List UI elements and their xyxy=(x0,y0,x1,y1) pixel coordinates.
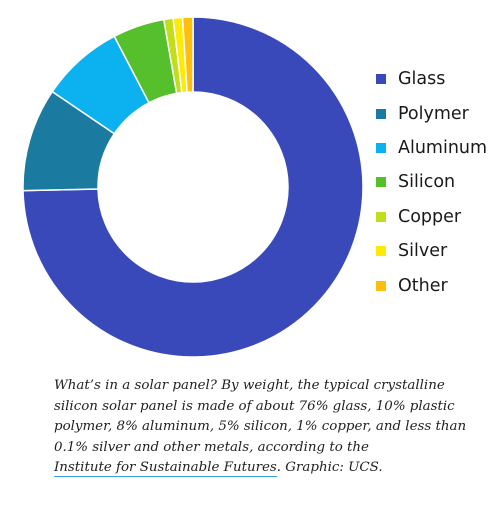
legend-label-polymer: Polymer xyxy=(398,103,469,124)
legend-label-other: Other xyxy=(398,275,448,296)
legend-swatch-copper xyxy=(376,211,386,222)
legend-label-silicon: Silicon xyxy=(398,172,456,193)
caption-line-4: 0.1% silver and other metals, according … xyxy=(54,439,369,455)
legend-swatch-polymer xyxy=(376,108,386,119)
chart-legend: Glass Polymer Aluminum Silicon Copper Silver O… xyxy=(376,62,487,303)
slice-other xyxy=(181,16,194,93)
caption-tail: . Graphic: UCS. xyxy=(276,460,383,476)
legend-swatch-glass xyxy=(376,74,386,85)
legend-swatch-silver xyxy=(376,246,386,257)
source-link[interactable]: Institute for Sustainable Futures xyxy=(54,460,277,478)
legend-item-polymer: Polymer xyxy=(376,96,487,130)
legend-label-silver: Silver xyxy=(398,241,448,262)
legend-label-aluminum: Aluminum xyxy=(398,137,488,158)
legend-label-copper: Copper xyxy=(398,206,462,227)
donut-chart xyxy=(22,16,364,358)
caption-line-2: silicon solar panel is made of about 76%… xyxy=(54,398,455,414)
figure-caption: What’s in a solar panel? By weight, the … xyxy=(54,376,484,479)
legend-label-glass: Glass xyxy=(398,69,446,90)
legend-item-silicon: Silicon xyxy=(376,165,487,199)
legend-swatch-aluminum xyxy=(376,142,386,153)
caption-line-1: What’s in a solar panel? By weight, the … xyxy=(54,378,445,393)
caption-line-3: polymer, 8% aluminum, 5% silicon, 1% cop… xyxy=(54,419,467,435)
legend-item-silver: Silver xyxy=(376,234,487,268)
legend-item-glass: Glass xyxy=(376,62,487,96)
caption-line-5: Institute for Sustainable Futures. Graph… xyxy=(54,458,484,479)
legend-item-copper: Copper xyxy=(376,200,487,234)
slice-glass xyxy=(22,16,364,358)
legend-swatch-silicon xyxy=(376,177,386,188)
legend-item-other: Other xyxy=(376,268,487,302)
legend-swatch-other xyxy=(376,280,386,291)
legend-item-aluminum: Aluminum xyxy=(376,131,487,165)
